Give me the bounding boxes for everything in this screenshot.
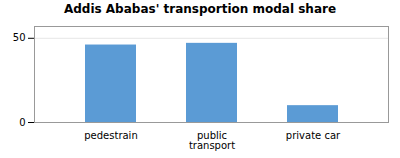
svg-text:50: 50 [13, 32, 26, 43]
svg-text:pedestrain: pedestrain [84, 130, 138, 141]
html-text:Addis Ababas' transportion mod: Addis Ababas' transportion modal share [63, 2, 337, 16]
svg-text:publictransport: publictransport [189, 130, 235, 151]
svg-text:private car: private car [286, 130, 341, 141]
svg-text:0: 0 [19, 117, 25, 128]
